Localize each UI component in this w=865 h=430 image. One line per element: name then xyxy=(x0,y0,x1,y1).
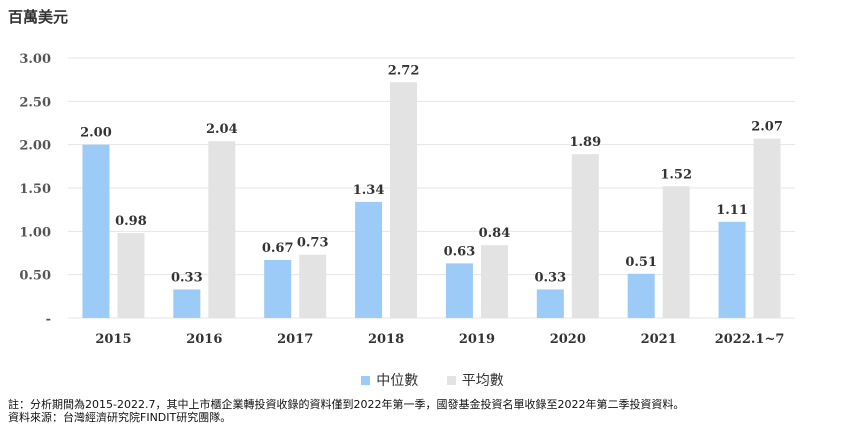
bar xyxy=(82,144,110,318)
data-label: 0.73 xyxy=(297,236,329,251)
legend-item-median: 中位數 xyxy=(361,370,418,390)
x-tick-label: 2016 xyxy=(186,332,222,347)
y-tick-label: 1.00 xyxy=(19,225,51,240)
data-label: 0.84 xyxy=(479,226,511,241)
bar xyxy=(718,221,746,318)
bar xyxy=(208,141,236,318)
legend-label-mean: 平均數 xyxy=(461,373,504,389)
y-tick-label: 2.50 xyxy=(19,95,51,110)
y-tick-label: 2.00 xyxy=(19,139,51,154)
bar xyxy=(264,259,292,318)
data-label: 0.98 xyxy=(115,214,147,229)
bar xyxy=(355,201,383,318)
data-label: 1.89 xyxy=(569,135,601,150)
footnote-line-1: 註：分析期間為2015-2022.7，其中上市櫃企業轉投資收錄的資料僅到2022… xyxy=(8,398,685,411)
footnote: 註：分析期間為2015-2022.7，其中上市櫃企業轉投資收錄的資料僅到2022… xyxy=(8,398,684,424)
bar xyxy=(480,245,508,318)
x-tick-label: 2018 xyxy=(368,332,404,347)
y-tick-label: - xyxy=(46,312,51,327)
bar xyxy=(445,263,473,318)
data-label: 0.51 xyxy=(625,255,657,270)
data-label: 0.67 xyxy=(262,241,294,256)
data-label: 1.52 xyxy=(660,167,692,182)
y-tick-label: 0.50 xyxy=(19,269,51,284)
data-label: 0.33 xyxy=(171,270,203,285)
data-label: 1.11 xyxy=(716,203,748,218)
y-axis-unit-label: 百萬美元 xyxy=(8,8,69,26)
legend-swatch-median xyxy=(361,375,371,385)
legend-item-mean: 平均數 xyxy=(446,370,504,390)
x-tick-label: 2022.1~7 xyxy=(715,332,785,347)
y-tick-label: 1.50 xyxy=(19,182,51,197)
data-label: 0.63 xyxy=(444,244,476,259)
data-label: 2.04 xyxy=(206,122,238,137)
y-tick-label: 3.00 xyxy=(19,52,51,67)
bar xyxy=(117,233,145,318)
bar xyxy=(173,289,201,318)
data-label: 1.34 xyxy=(353,183,385,198)
x-tick-label: 2021 xyxy=(641,332,677,347)
legend-label-median: 中位數 xyxy=(376,373,419,389)
footnote-line-2: 資料來源：台灣經濟研究院FINDIT研究團隊。 xyxy=(8,411,232,424)
bar xyxy=(662,186,690,318)
data-label: 2.72 xyxy=(388,63,420,78)
data-label: 2.07 xyxy=(751,120,783,135)
legend-swatch-mean xyxy=(446,375,456,385)
bar xyxy=(390,82,418,319)
chart-legend: 中位數 平均數 xyxy=(0,370,865,390)
x-tick-label: 2015 xyxy=(95,332,131,347)
bar xyxy=(571,154,599,318)
x-tick-label: 2019 xyxy=(459,332,495,347)
x-tick-label: 2017 xyxy=(277,332,313,347)
bar xyxy=(299,254,327,318)
data-label: 2.00 xyxy=(80,126,112,141)
bar xyxy=(627,273,655,318)
data-label: 0.33 xyxy=(534,270,566,285)
bar xyxy=(753,138,781,318)
x-tick-label: 2020 xyxy=(550,332,586,347)
bar-chart: - 0.50 1.00 1.50 2.00 2.50 3.00 2.00 0.98 2015 0.3… xyxy=(19,52,795,347)
bar xyxy=(536,289,564,318)
